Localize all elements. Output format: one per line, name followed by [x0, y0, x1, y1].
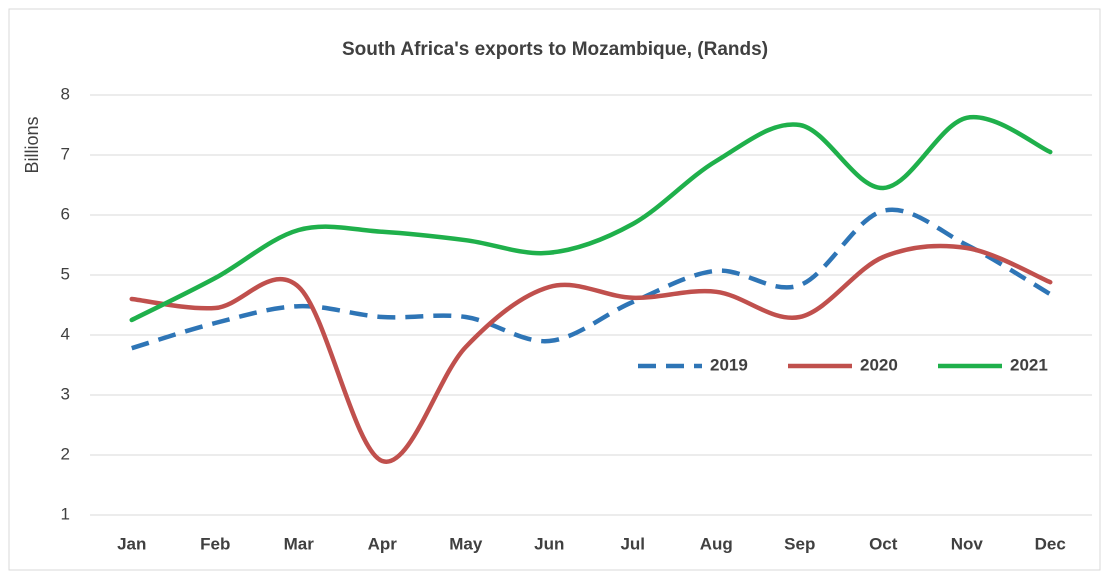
- series-line: [131, 207, 1052, 351]
- legend-label: 2020: [860, 355, 898, 374]
- y-tick-label: 2: [61, 444, 70, 463]
- y-tick-label: 5: [61, 264, 70, 283]
- x-tick-label: Dec: [1035, 534, 1066, 553]
- series-line: [129, 114, 1053, 323]
- x-tick-label: May: [449, 534, 483, 553]
- chart-frame: [8, 8, 1101, 571]
- y-tick-label: 6: [61, 204, 70, 223]
- x-tick-label: Jul: [620, 534, 645, 553]
- y-tick-label: 4: [61, 324, 70, 343]
- x-tick-label: Jun: [534, 534, 564, 553]
- legend-label: 2021: [1010, 355, 1048, 374]
- y-tick-label: 7: [61, 144, 70, 163]
- y-axis-label: Billions: [22, 116, 42, 173]
- y-tick-label: 8: [61, 84, 70, 103]
- y-tick-label: 1: [61, 504, 70, 523]
- x-tick-label: Nov: [951, 534, 984, 553]
- chart-title: South Africa's exports to Mozambique, (R…: [342, 39, 768, 60]
- x-tick-label: Mar: [284, 534, 315, 553]
- legend-label: 2019: [710, 355, 748, 374]
- series-line: [129, 243, 1053, 464]
- x-tick-label: Aug: [700, 534, 733, 553]
- y-tick-label: 3: [61, 384, 70, 403]
- x-tick-label: Feb: [200, 534, 230, 553]
- x-tick-label: Jan: [117, 534, 146, 553]
- x-tick-label: Sep: [784, 534, 815, 553]
- x-tick-label: Oct: [869, 534, 898, 553]
- x-tick-label: Apr: [368, 534, 398, 553]
